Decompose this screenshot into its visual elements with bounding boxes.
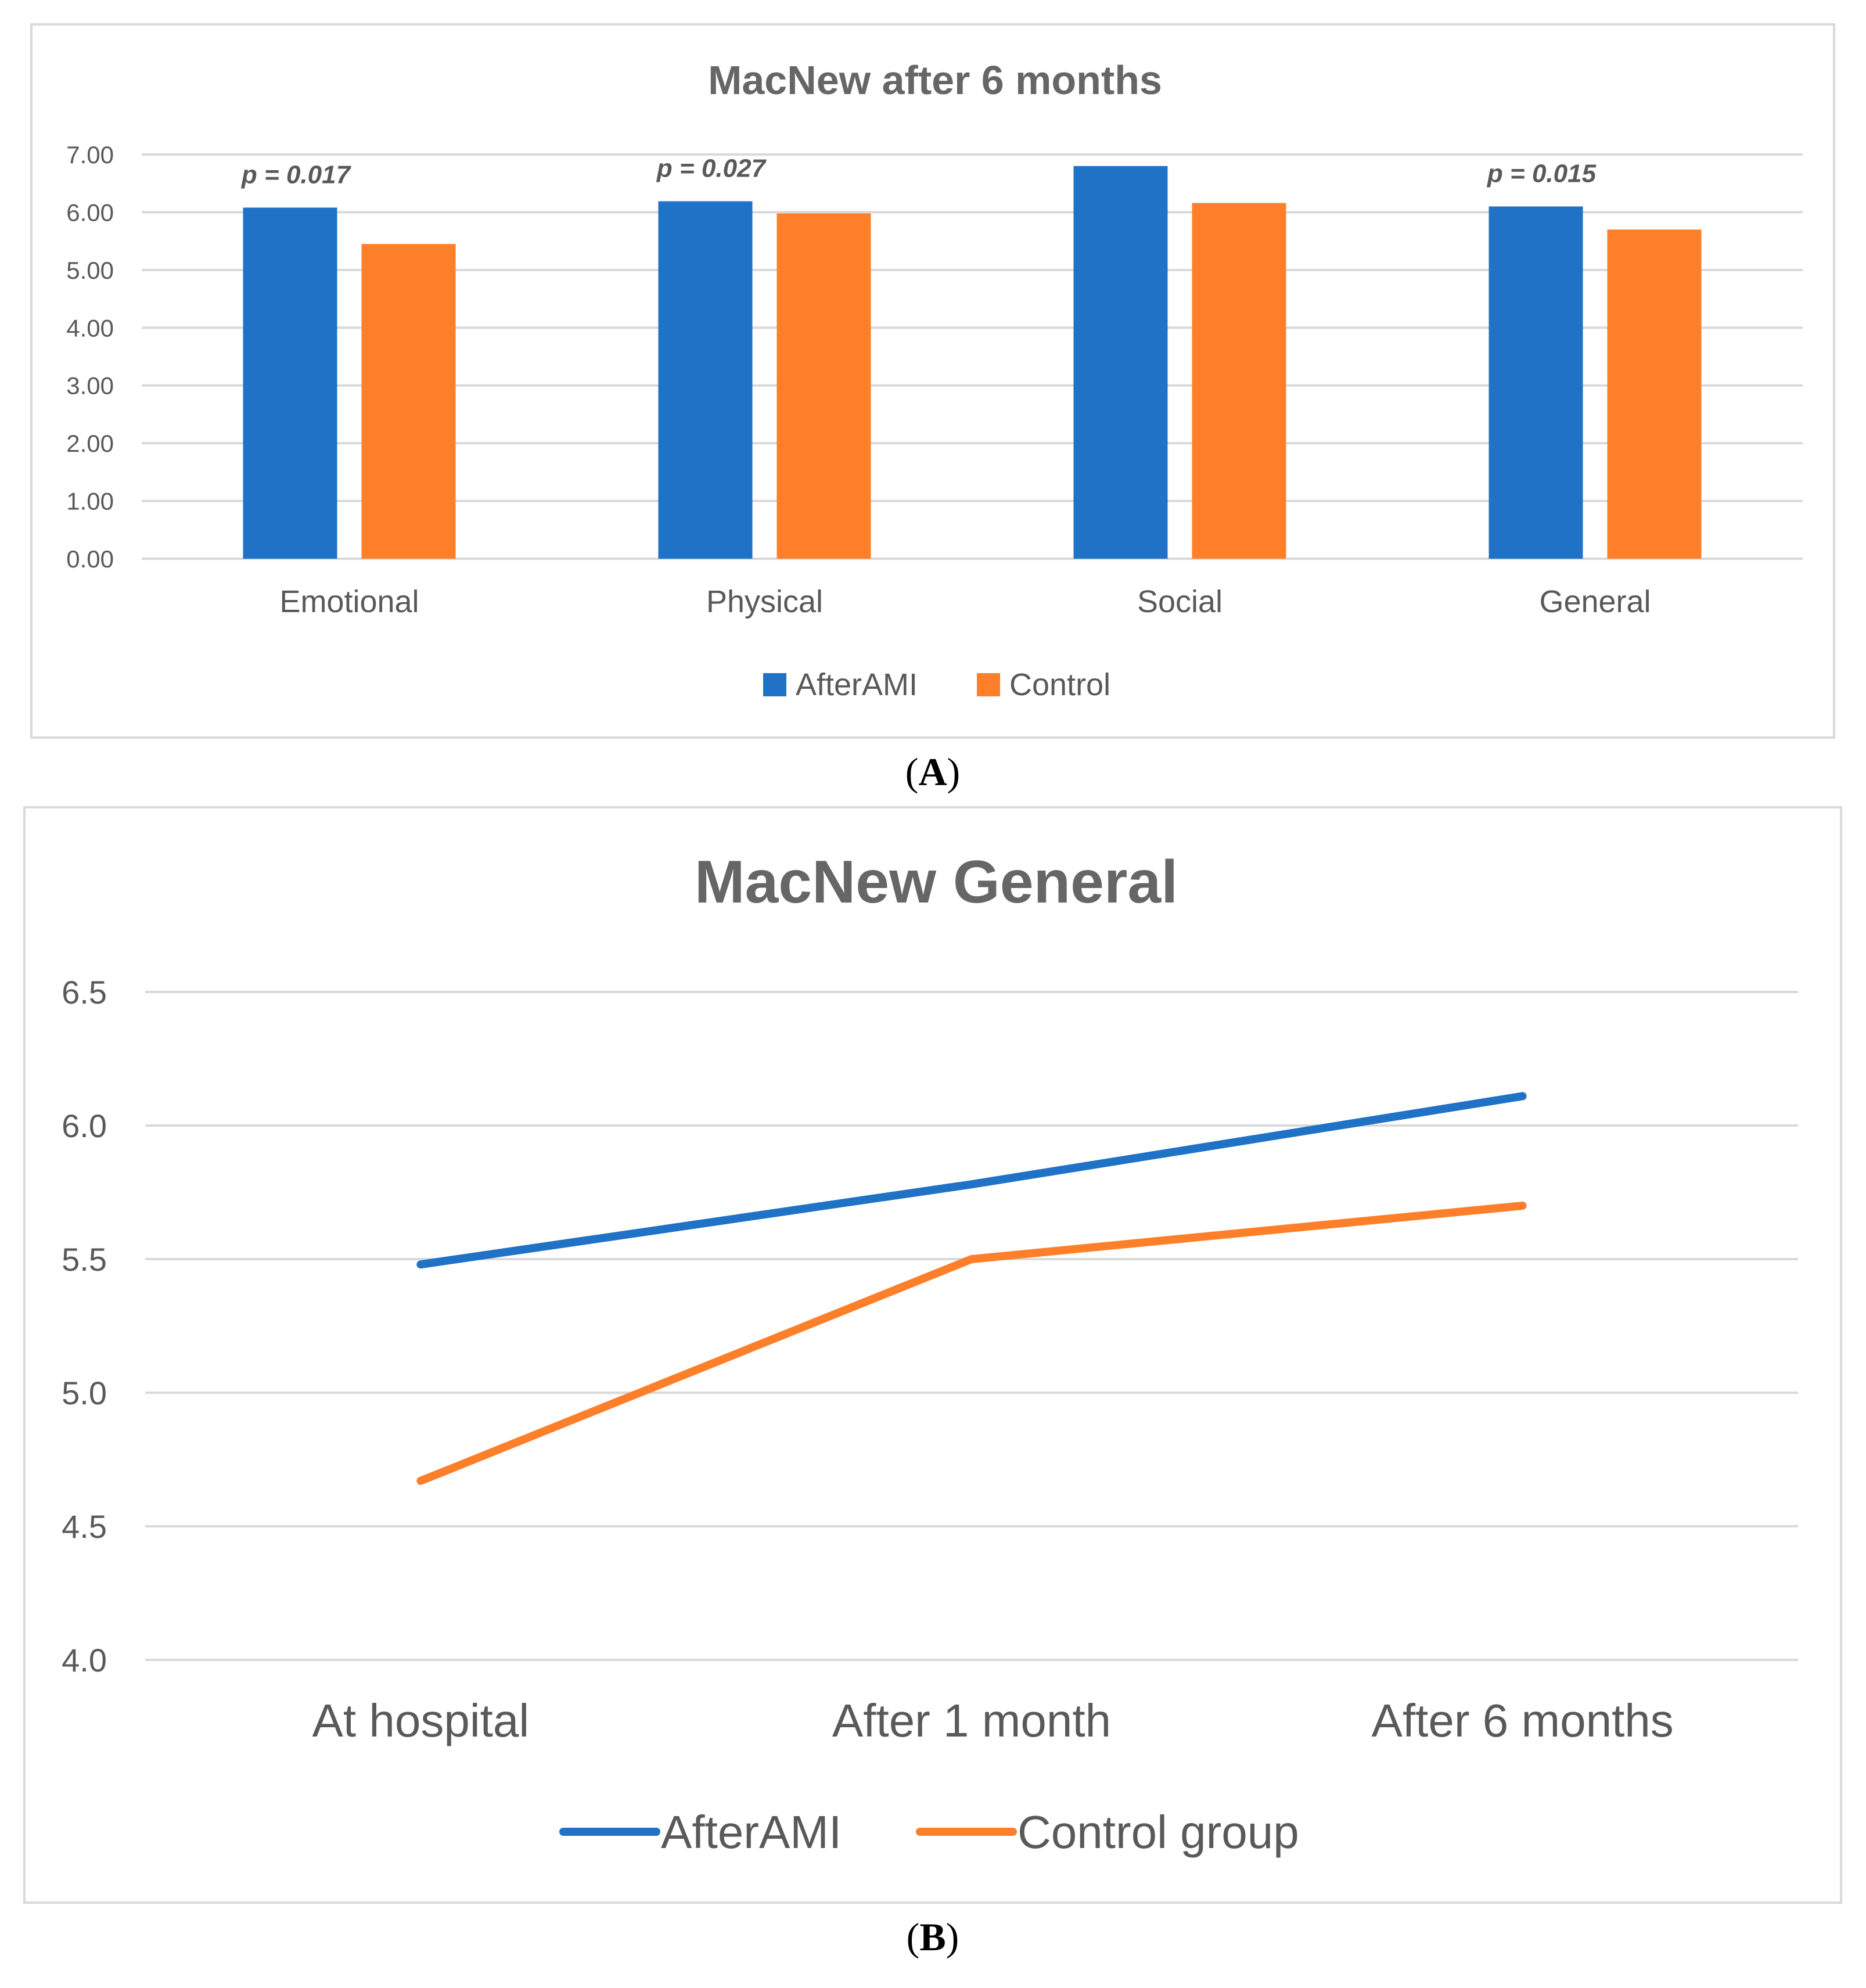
x-category-label: Emotional	[279, 584, 419, 619]
y-tick-label: 0.00	[66, 545, 114, 573]
line-chart-panel: MacNew General 4.0 4.5 5.0 5.5 6.0 6.5 At hosp…	[23, 806, 1842, 1904]
legend-label: AfterAMI	[796, 667, 918, 702]
y-tick-label: 6.00	[66, 199, 114, 226]
y-tick-label: 4.00	[66, 314, 114, 341]
legend-label: Control group	[1018, 1806, 1299, 1858]
y-tick-label: 4.0	[62, 1642, 107, 1678]
x-category-label: After 1 month	[832, 1695, 1111, 1746]
series-line-afterami	[416, 1092, 1527, 1269]
bar	[658, 201, 753, 559]
p-value-annotation: p = 0.027	[656, 154, 767, 183]
bar	[1073, 166, 1168, 559]
y-tick-label: 1.00	[66, 488, 114, 515]
bar-chart-svg: MacNew after 6 months 0.00 1.00 2.00 3.00 4.…	[66, 57, 1803, 702]
y-tick-label: 5.0	[62, 1375, 107, 1411]
y-tick-label: 5.5	[62, 1241, 107, 1278]
x-category-label: General	[1539, 584, 1651, 619]
y-tick-label: 3.00	[66, 372, 114, 400]
x-category-label: Social	[1137, 584, 1223, 619]
y-tick-label: 7.00	[66, 141, 114, 168]
bar	[243, 207, 337, 559]
y-tick-label: 4.5	[62, 1508, 107, 1545]
x-category-label: Physical	[706, 584, 823, 619]
bar	[776, 213, 871, 559]
bar	[1489, 206, 1583, 559]
line-chart-svg: MacNew General 4.0 4.5 5.0 5.5 6.0 6.5 At hosp…	[62, 849, 1798, 1858]
legend: AfterAMI Control	[763, 667, 1110, 702]
x-category-label: After 6 months	[1372, 1695, 1674, 1746]
x-category-label: At hospital	[312, 1695, 530, 1746]
y-tick-label: 6.0	[62, 1108, 107, 1144]
p-value-annotation: p = 0.015	[1487, 159, 1597, 188]
bar	[1607, 229, 1702, 559]
series-line-control	[416, 1202, 1527, 1485]
line-chart-title: MacNew General	[695, 849, 1178, 916]
y-tick-label: 6.5	[62, 974, 107, 1011]
bar-chart-title: MacNew after 6 months	[708, 57, 1162, 103]
panel-label-b: (B)	[906, 1915, 959, 1959]
panel-label-a: (A)	[905, 750, 961, 794]
legend-swatch	[763, 673, 786, 696]
p-value-annotation: p = 0.017	[241, 160, 352, 189]
bar	[1192, 203, 1286, 559]
bar	[361, 244, 456, 559]
bar-chart-panel: MacNew after 6 months 0.00 1.00 2.00 3.00 4.…	[30, 23, 1835, 739]
y-tick-label: 5.00	[66, 257, 114, 284]
y-tick-label: 2.00	[66, 430, 114, 457]
legend-label: AfterAMI	[661, 1806, 842, 1858]
legend-label: Control	[1009, 667, 1110, 702]
legend-swatch	[977, 673, 1000, 696]
legend: AfterAMI Control group	[559, 1806, 1299, 1858]
